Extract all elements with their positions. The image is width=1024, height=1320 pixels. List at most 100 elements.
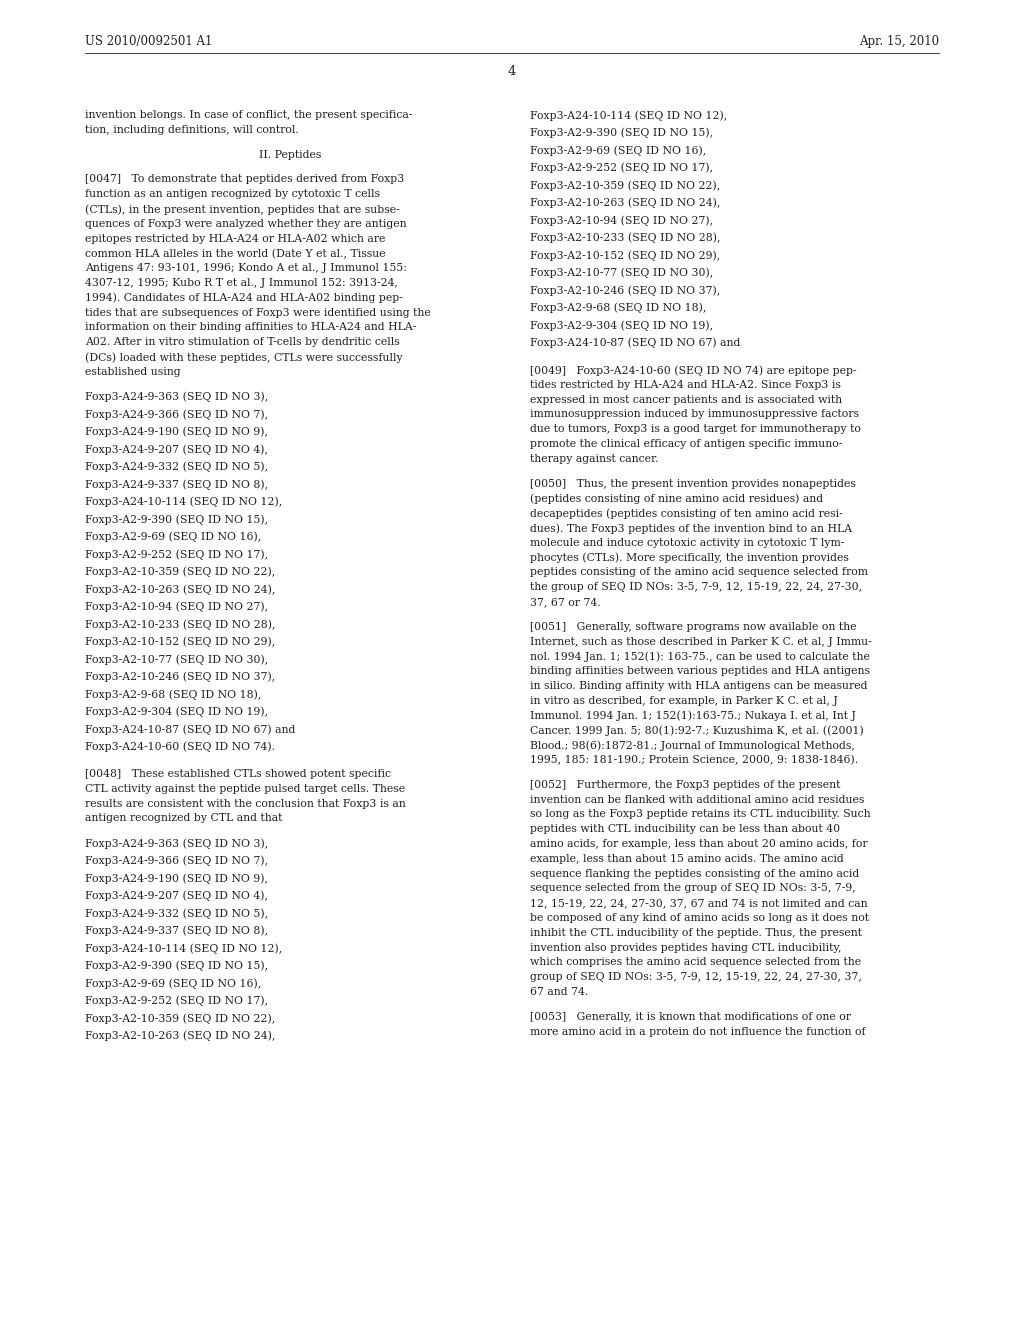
Text: decapeptides (peptides consisting of ten amino acid resi-: decapeptides (peptides consisting of ten… [529, 508, 843, 519]
Text: Foxp3-A2-10-359 (SEQ ID NO 22),: Foxp3-A2-10-359 (SEQ ID NO 22), [85, 1014, 275, 1024]
Text: sequence selected from the group of SEQ ID NOs: 3-5, 7-9,: sequence selected from the group of SEQ … [529, 883, 855, 894]
Text: Foxp3-A2-9-69 (SEQ ID NO 16),: Foxp3-A2-9-69 (SEQ ID NO 16), [529, 145, 706, 156]
Text: A02. After in vitro stimulation of T-cells by dendritic cells: A02. After in vitro stimulation of T-cel… [85, 337, 399, 347]
Text: Foxp3-A24-9-190 (SEQ ID NO 9),: Foxp3-A24-9-190 (SEQ ID NO 9), [85, 426, 268, 437]
Text: Foxp3-A2-10-246 (SEQ ID NO 37),: Foxp3-A2-10-246 (SEQ ID NO 37), [529, 285, 720, 296]
Text: promote the clinical efficacy of antigen specific immuno-: promote the clinical efficacy of antigen… [529, 440, 842, 449]
Text: Foxp3-A2-9-68 (SEQ ID NO 18),: Foxp3-A2-9-68 (SEQ ID NO 18), [85, 689, 261, 700]
Text: Foxp3-A2-10-263 (SEQ ID NO 24),: Foxp3-A2-10-263 (SEQ ID NO 24), [529, 198, 720, 209]
Text: be composed of any kind of amino acids so long as it does not: be composed of any kind of amino acids s… [529, 913, 868, 923]
Text: Foxp3-A2-10-263 (SEQ ID NO 24),: Foxp3-A2-10-263 (SEQ ID NO 24), [85, 583, 275, 595]
Text: Foxp3-A2-10-94 (SEQ ID NO 27),: Foxp3-A2-10-94 (SEQ ID NO 27), [529, 215, 713, 226]
Text: peptides with CTL inducibility can be less than about 40: peptides with CTL inducibility can be le… [529, 824, 840, 834]
Text: tides restricted by HLA-A24 and HLA-A2. Since Foxp3 is: tides restricted by HLA-A24 and HLA-A2. … [529, 380, 841, 389]
Text: Foxp3-A2-10-263 (SEQ ID NO 24),: Foxp3-A2-10-263 (SEQ ID NO 24), [85, 1031, 275, 1041]
Text: peptides consisting of the amino acid sequence selected from: peptides consisting of the amino acid se… [529, 568, 867, 577]
Text: Foxp3-A2-10-77 (SEQ ID NO 30),: Foxp3-A2-10-77 (SEQ ID NO 30), [85, 655, 268, 665]
Text: therapy against cancer.: therapy against cancer. [529, 454, 657, 463]
Text: CTL activity against the peptide pulsed target cells. These: CTL activity against the peptide pulsed … [85, 784, 406, 793]
Text: invention belongs. In case of conflict, the present specifica-: invention belongs. In case of conflict, … [85, 110, 413, 120]
Text: [0047]   To demonstrate that peptides derived from Foxp3: [0047] To demonstrate that peptides deri… [85, 174, 404, 185]
Text: 67 and 74.: 67 and 74. [529, 987, 588, 997]
Text: tides that are subsequences of Foxp3 were identified using the: tides that are subsequences of Foxp3 wer… [85, 308, 431, 318]
Text: more amino acid in a protein do not influence the function of: more amino acid in a protein do not infl… [529, 1027, 865, 1036]
Text: Foxp3-A24-9-332 (SEQ ID NO 5),: Foxp3-A24-9-332 (SEQ ID NO 5), [85, 462, 268, 473]
Text: amino acids, for example, less than about 20 amino acids, for: amino acids, for example, less than abou… [529, 840, 867, 849]
Text: Foxp3-A2-9-304 (SEQ ID NO 19),: Foxp3-A2-9-304 (SEQ ID NO 19), [85, 706, 268, 717]
Text: Foxp3-A24-9-363 (SEQ ID NO 3),: Foxp3-A24-9-363 (SEQ ID NO 3), [85, 838, 268, 849]
Text: expressed in most cancer patients and is associated with: expressed in most cancer patients and is… [529, 395, 842, 405]
Text: Foxp3-A2-9-252 (SEQ ID NO 17),: Foxp3-A2-9-252 (SEQ ID NO 17), [85, 995, 268, 1006]
Text: Foxp3-A2-10-94 (SEQ ID NO 27),: Foxp3-A2-10-94 (SEQ ID NO 27), [85, 602, 268, 612]
Text: binding affinities between various peptides and HLA antigens: binding affinities between various pepti… [529, 667, 869, 676]
Text: Foxp3-A2-9-390 (SEQ ID NO 15),: Foxp3-A2-9-390 (SEQ ID NO 15), [85, 513, 268, 524]
Text: due to tumors, Foxp3 is a good target for immunotherapy to: due to tumors, Foxp3 is a good target fo… [529, 424, 860, 434]
Text: Foxp3-A2-9-390 (SEQ ID NO 15),: Foxp3-A2-9-390 (SEQ ID NO 15), [85, 961, 268, 972]
Text: Foxp3-A24-10-87 (SEQ ID NO 67) and: Foxp3-A24-10-87 (SEQ ID NO 67) and [85, 725, 295, 735]
Text: Foxp3-A2-9-252 (SEQ ID NO 17),: Foxp3-A2-9-252 (SEQ ID NO 17), [529, 162, 713, 173]
Text: Foxp3-A24-9-190 (SEQ ID NO 9),: Foxp3-A24-9-190 (SEQ ID NO 9), [85, 874, 268, 884]
Text: Foxp3-A2-9-252 (SEQ ID NO 17),: Foxp3-A2-9-252 (SEQ ID NO 17), [85, 549, 268, 560]
Text: immunosuppression induced by immunosuppressive factors: immunosuppression induced by immunosuppr… [529, 409, 858, 420]
Text: results are consistent with the conclusion that Foxp3 is an: results are consistent with the conclusi… [85, 799, 406, 809]
Text: Foxp3-A2-10-152 (SEQ ID NO 29),: Foxp3-A2-10-152 (SEQ ID NO 29), [529, 249, 720, 260]
Text: Foxp3-A2-9-390 (SEQ ID NO 15),: Foxp3-A2-9-390 (SEQ ID NO 15), [529, 128, 713, 139]
Text: molecule and induce cytotoxic activity in cytotoxic T lym-: molecule and induce cytotoxic activity i… [529, 537, 844, 548]
Text: 1994). Candidates of HLA-A24 and HLA-A02 binding pep-: 1994). Candidates of HLA-A24 and HLA-A02… [85, 293, 402, 304]
Text: Foxp3-A24-9-366 (SEQ ID NO 7),: Foxp3-A24-9-366 (SEQ ID NO 7), [85, 855, 268, 866]
Text: Foxp3-A24-9-332 (SEQ ID NO 5),: Foxp3-A24-9-332 (SEQ ID NO 5), [85, 908, 268, 919]
Text: Foxp3-A24-10-87 (SEQ ID NO 67) and: Foxp3-A24-10-87 (SEQ ID NO 67) and [529, 338, 740, 348]
Text: antigen recognized by CTL and that: antigen recognized by CTL and that [85, 813, 283, 824]
Text: in silico. Binding affinity with HLA antigens can be measured: in silico. Binding affinity with HLA ant… [529, 681, 867, 690]
Text: tion, including definitions, will control.: tion, including definitions, will contro… [85, 125, 299, 135]
Text: Foxp3-A24-10-114 (SEQ ID NO 12),: Foxp3-A24-10-114 (SEQ ID NO 12), [85, 496, 283, 507]
Text: Foxp3-A2-10-359 (SEQ ID NO 22),: Foxp3-A2-10-359 (SEQ ID NO 22), [529, 180, 720, 190]
Text: the group of SEQ ID NOs: 3-5, 7-9, 12, 15-19, 22, 24, 27-30,: the group of SEQ ID NOs: 3-5, 7-9, 12, 1… [529, 582, 861, 593]
Text: Cancer. 1999 Jan. 5; 80(1):92-7.; Kuzushima K, et al. ((2001): Cancer. 1999 Jan. 5; 80(1):92-7.; Kuzush… [529, 726, 863, 737]
Text: group of SEQ ID NOs: 3-5, 7-9, 12, 15-19, 22, 24, 27-30, 37,: group of SEQ ID NOs: 3-5, 7-9, 12, 15-19… [529, 973, 861, 982]
Text: established using: established using [85, 367, 180, 376]
Text: Foxp3-A24-10-114 (SEQ ID NO 12),: Foxp3-A24-10-114 (SEQ ID NO 12), [529, 110, 727, 120]
Text: 4307-12, 1995; Kubo R T et al., J Immunol 152: 3913-24,: 4307-12, 1995; Kubo R T et al., J Immuno… [85, 279, 398, 288]
Text: Foxp3-A2-9-304 (SEQ ID NO 19),: Foxp3-A2-9-304 (SEQ ID NO 19), [529, 319, 713, 330]
Text: Antigens 47: 93-101, 1996; Kondo A et al., J Immunol 155:: Antigens 47: 93-101, 1996; Kondo A et al… [85, 263, 407, 273]
Text: [0052]   Furthermore, the Foxp3 peptides of the present: [0052] Furthermore, the Foxp3 peptides o… [529, 780, 840, 789]
Text: sequence flanking the peptides consisting of the amino acid: sequence flanking the peptides consistin… [529, 869, 859, 879]
Text: Foxp3-A24-9-207 (SEQ ID NO 4),: Foxp3-A24-9-207 (SEQ ID NO 4), [85, 444, 268, 454]
Text: function as an antigen recognized by cytotoxic T cells: function as an antigen recognized by cyt… [85, 189, 380, 199]
Text: in vitro as described, for example, in Parker K C. et al, J: in vitro as described, for example, in P… [529, 696, 838, 706]
Text: Foxp3-A24-10-114 (SEQ ID NO 12),: Foxp3-A24-10-114 (SEQ ID NO 12), [85, 944, 283, 954]
Text: example, less than about 15 amino acids. The amino acid: example, less than about 15 amino acids.… [529, 854, 843, 863]
Text: Foxp3-A2-10-359 (SEQ ID NO 22),: Foxp3-A2-10-359 (SEQ ID NO 22), [85, 566, 275, 577]
Text: common HLA alleles in the world (Date Y et al., Tissue: common HLA alleles in the world (Date Y … [85, 248, 386, 259]
Text: 1995, 185: 181-190.; Protein Science, 2000, 9: 1838-1846).: 1995, 185: 181-190.; Protein Science, 20… [529, 755, 858, 766]
Text: 12, 15-19, 22, 24, 27-30, 37, 67 and 74 is not limited and can: 12, 15-19, 22, 24, 27-30, 37, 67 and 74 … [529, 898, 867, 908]
Text: quences of Foxp3 were analyzed whether they are antigen: quences of Foxp3 were analyzed whether t… [85, 219, 407, 228]
Text: information on their binding affinities to HLA-A24 and HLA-: information on their binding affinities … [85, 322, 417, 333]
Text: so long as the Foxp3 peptide retains its CTL inducibility. Such: so long as the Foxp3 peptide retains its… [529, 809, 870, 820]
Text: 37, 67 or 74.: 37, 67 or 74. [529, 597, 600, 607]
Text: Blood.; 98(6):1872-81.; Journal of Immunological Methods,: Blood.; 98(6):1872-81.; Journal of Immun… [529, 741, 854, 751]
Text: Foxp3-A24-9-363 (SEQ ID NO 3),: Foxp3-A24-9-363 (SEQ ID NO 3), [85, 392, 268, 403]
Text: invention can be flanked with additional amino acid residues: invention can be flanked with additional… [529, 795, 864, 805]
Text: [0048]   These established CTLs showed potent specific: [0048] These established CTLs showed pot… [85, 770, 391, 779]
Text: Foxp3-A24-10-60 (SEQ ID NO 74).: Foxp3-A24-10-60 (SEQ ID NO 74). [85, 742, 275, 752]
Text: Foxp3-A2-9-68 (SEQ ID NO 18),: Foxp3-A2-9-68 (SEQ ID NO 18), [529, 302, 706, 313]
Text: Foxp3-A2-10-77 (SEQ ID NO 30),: Foxp3-A2-10-77 (SEQ ID NO 30), [529, 268, 713, 279]
Text: inhibit the CTL inducibility of the peptide. Thus, the present: inhibit the CTL inducibility of the pept… [529, 928, 861, 937]
Text: (peptides consisting of nine amino acid residues) and: (peptides consisting of nine amino acid … [529, 494, 822, 504]
Text: Foxp3-A2-10-152 (SEQ ID NO 29),: Foxp3-A2-10-152 (SEQ ID NO 29), [85, 636, 275, 647]
Text: Foxp3-A24-9-207 (SEQ ID NO 4),: Foxp3-A24-9-207 (SEQ ID NO 4), [85, 891, 268, 902]
Text: Foxp3-A2-10-246 (SEQ ID NO 37),: Foxp3-A2-10-246 (SEQ ID NO 37), [85, 672, 275, 682]
Text: which comprises the amino acid sequence selected from the: which comprises the amino acid sequence … [529, 957, 860, 968]
Text: Foxp3-A2-9-69 (SEQ ID NO 16),: Foxp3-A2-9-69 (SEQ ID NO 16), [85, 532, 261, 543]
Text: Apr. 15, 2010: Apr. 15, 2010 [859, 36, 939, 48]
Text: Foxp3-A2-10-233 (SEQ ID NO 28),: Foxp3-A2-10-233 (SEQ ID NO 28), [85, 619, 275, 630]
Text: 4: 4 [508, 65, 516, 78]
Text: [0051]   Generally, software programs now available on the: [0051] Generally, software programs now … [529, 622, 856, 632]
Text: Foxp3-A24-9-337 (SEQ ID NO 8),: Foxp3-A24-9-337 (SEQ ID NO 8), [85, 479, 268, 490]
Text: [0049]   Foxp3-A24-10-60 (SEQ ID NO 74) are epitope pep-: [0049] Foxp3-A24-10-60 (SEQ ID NO 74) ar… [529, 366, 856, 376]
Text: US 2010/0092501 A1: US 2010/0092501 A1 [85, 36, 212, 48]
Text: (DCs) loaded with these peptides, CTLs were successfully: (DCs) loaded with these peptides, CTLs w… [85, 352, 402, 363]
Text: Immunol. 1994 Jan. 1; 152(1):163-75.; Nukaya I. et al, Int J: Immunol. 1994 Jan. 1; 152(1):163-75.; Nu… [529, 710, 855, 721]
